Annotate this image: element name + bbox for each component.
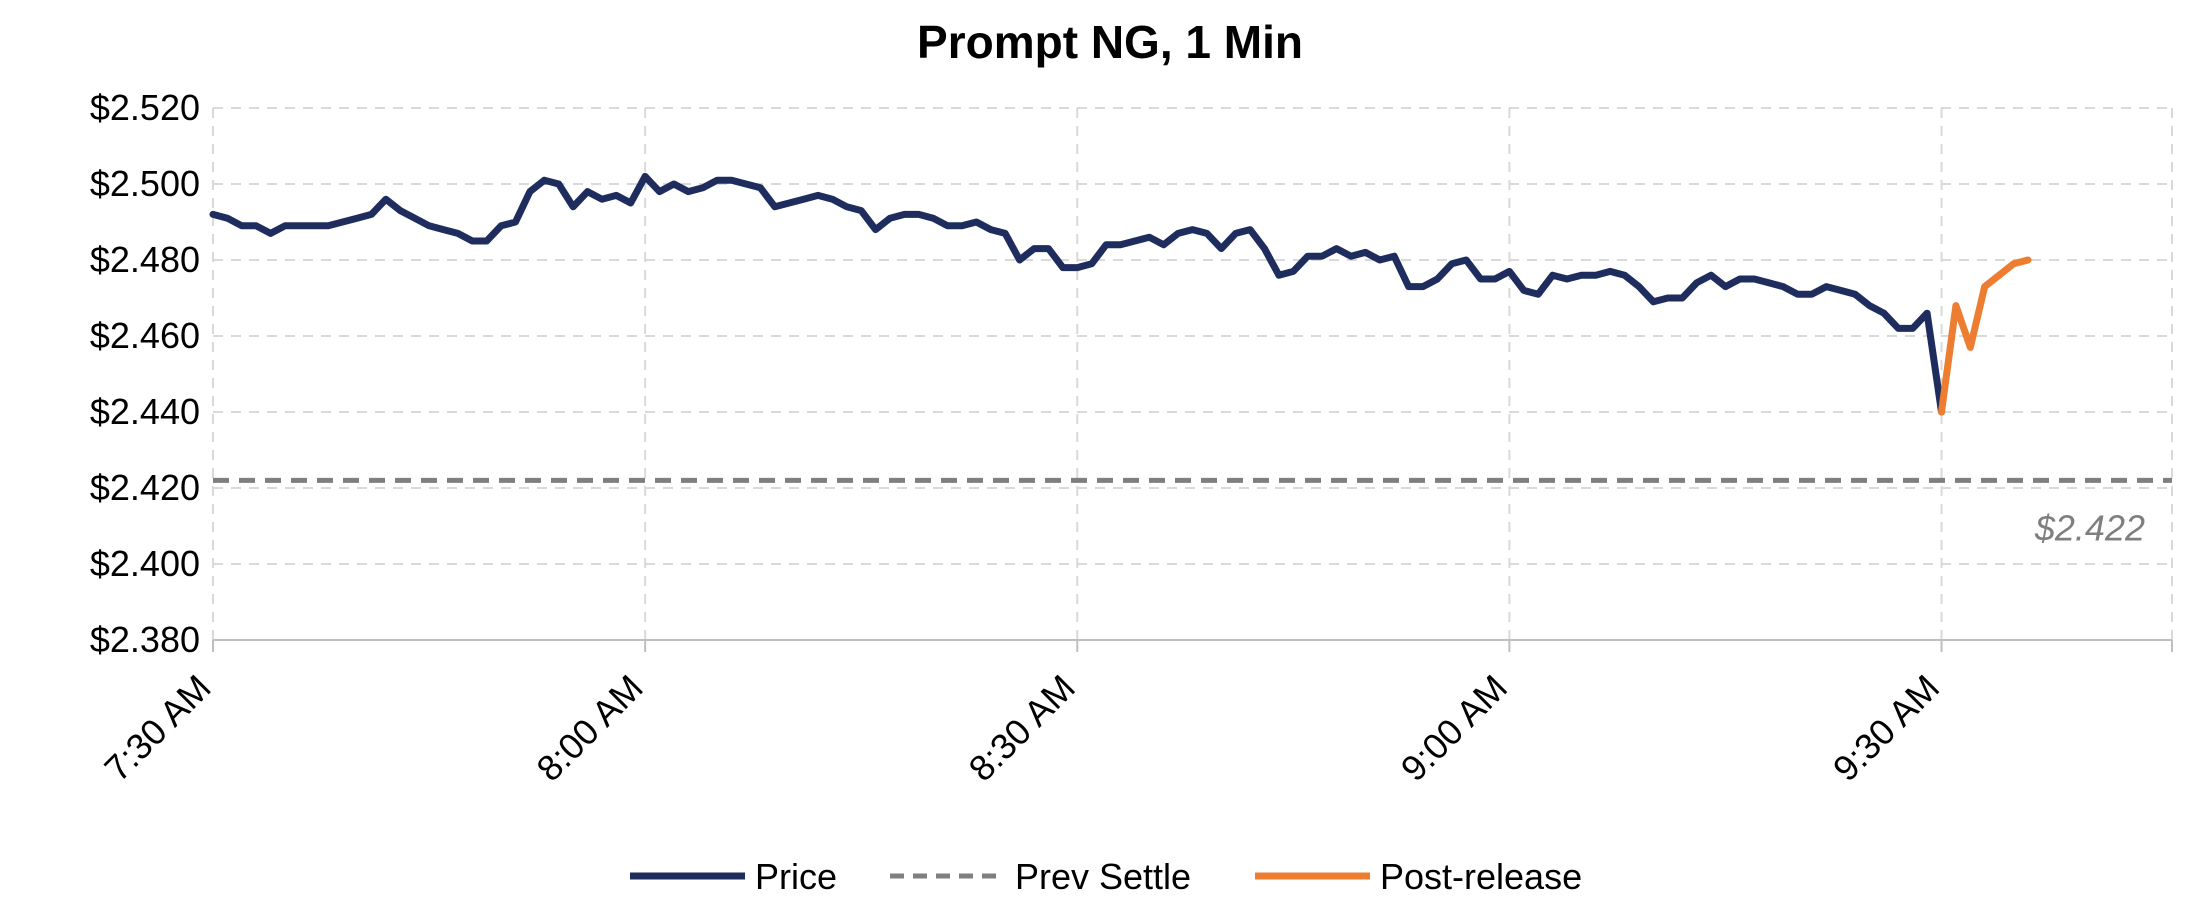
legend: Price Prev Settle Post-release [630, 856, 1582, 897]
y-tick-label: $2.520 [90, 87, 200, 128]
x-tick-label: 8:00 AM [528, 667, 650, 789]
y-tick-label: $2.480 [90, 239, 200, 280]
chart-title: Prompt NG, 1 Min [917, 16, 1303, 68]
series-line-price [209, 172, 1945, 416]
legend-label-post-release: Post-release [1380, 856, 1582, 897]
series-layer [209, 172, 2172, 483]
legend-label-price: Price [755, 856, 837, 897]
y-tick-label: $2.420 [90, 467, 200, 508]
y-tick-label: $2.380 [90, 619, 200, 660]
legend-label-prev-settle: Prev Settle [1015, 856, 1191, 897]
annotation-layer: $2.422 [2034, 507, 2145, 548]
x-tick-label: 7:30 AM [96, 667, 218, 789]
y-tick-label: $2.500 [90, 163, 200, 204]
y-tick-label: $2.460 [90, 315, 200, 356]
prev-settle-annotation: $2.422 [2034, 507, 2145, 548]
x-tick-label: 9:00 AM [1393, 667, 1515, 789]
x-tick-label: 8:30 AM [961, 667, 1083, 789]
series-line-post-release [1938, 256, 2032, 416]
axis-layer: $2.380 $2.400 $2.420 $2.440 $2.460 $2.480 $2.5… [90, 87, 2173, 789]
y-tick-label: $2.440 [90, 391, 200, 432]
x-tick-label: 9:30 AM [1825, 667, 1947, 789]
grid-layer [212, 107, 2173, 640]
y-tick-label: $2.400 [90, 543, 200, 584]
